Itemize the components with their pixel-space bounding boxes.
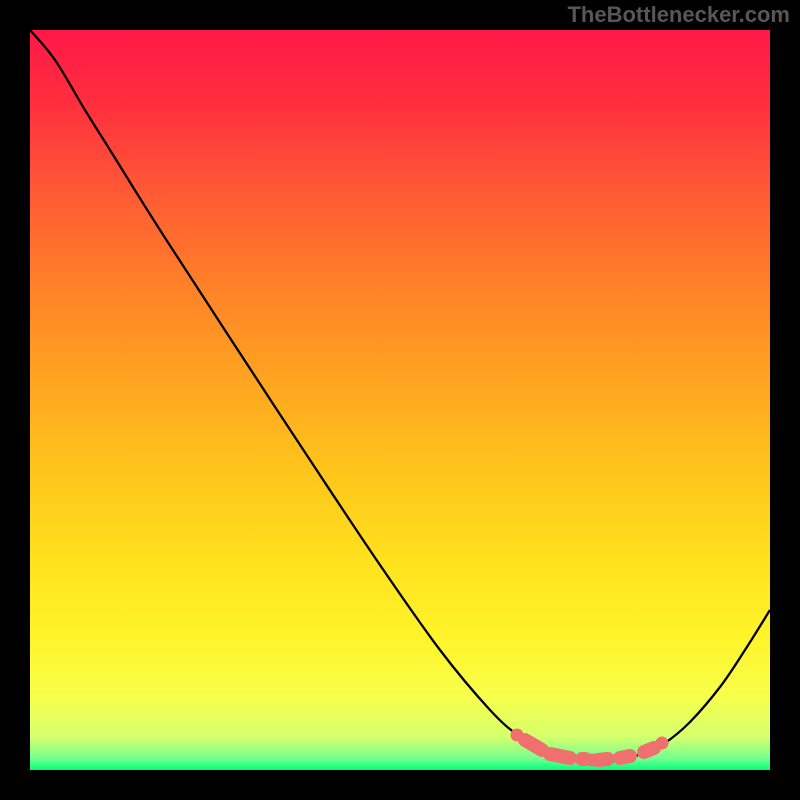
bottleneck-curve: [30, 30, 770, 760]
watermark-text: TheBottlenecker.com: [567, 2, 790, 28]
chart-svg: [30, 30, 770, 770]
optimal-range-highlight: [511, 729, 669, 767]
plot-area: [30, 30, 770, 770]
chart-frame: TheBottlenecker.com: [0, 0, 800, 800]
